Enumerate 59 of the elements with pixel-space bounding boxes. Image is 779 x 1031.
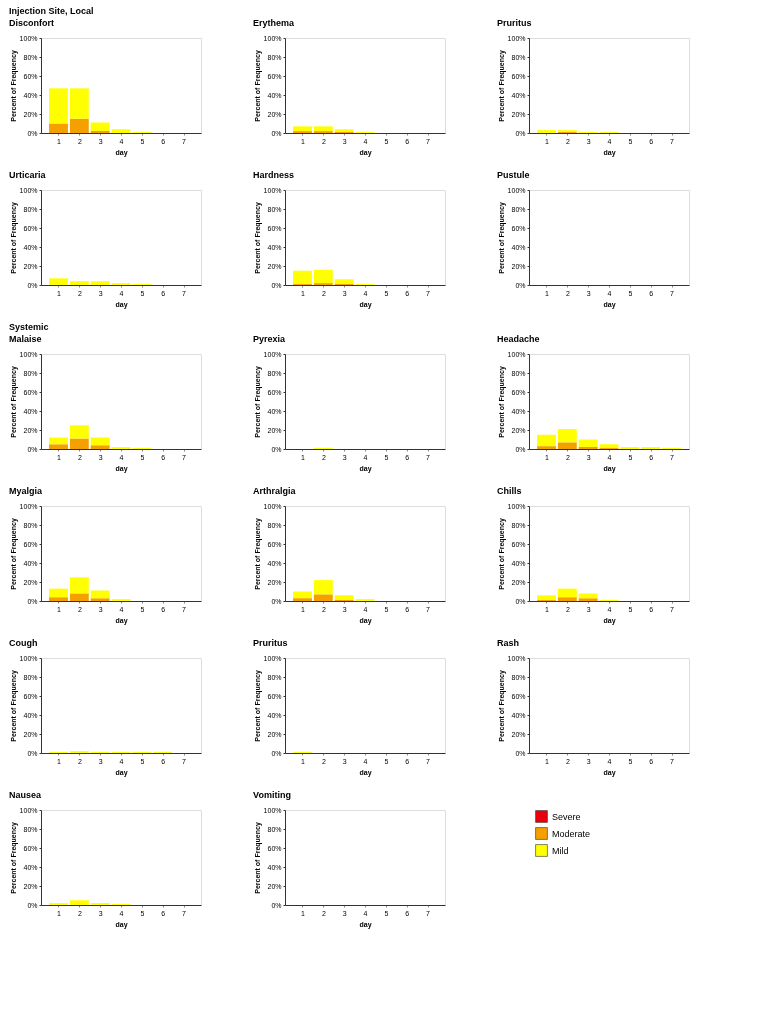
- bar: [313, 594, 333, 601]
- chart-subtitle: Malaise: [9, 334, 42, 344]
- bar: [578, 593, 598, 599]
- bar: [69, 118, 89, 133]
- chart-title: Pyrexia: [253, 334, 287, 344]
- bar: [90, 598, 110, 601]
- bar: [578, 439, 598, 448]
- bar: [557, 429, 577, 443]
- bar: [49, 437, 68, 445]
- chart-title: Pruritus: [497, 18, 532, 28]
- bar: [334, 595, 354, 601]
- chart-title: Systemic: [9, 322, 49, 332]
- legend-label: Mild: [552, 845, 569, 856]
- bar: [313, 580, 333, 595]
- bar: [557, 442, 577, 449]
- chart-title: Chills: [497, 486, 522, 496]
- chart-title: Vomiting: [253, 790, 291, 800]
- bar: [90, 437, 110, 446]
- bar: [69, 593, 89, 601]
- bar: [69, 438, 89, 449]
- bar: [90, 590, 110, 599]
- chart-title: Erythema: [253, 18, 296, 28]
- chart-title: Urticaria: [9, 170, 47, 180]
- legend-label: Moderate: [552, 828, 591, 839]
- bar: [69, 577, 89, 594]
- bar: [90, 445, 110, 449]
- chart-title: Myalgia: [9, 486, 44, 496]
- bar: [293, 591, 312, 599]
- bar: [49, 597, 68, 601]
- bar: [293, 270, 312, 285]
- bar: [69, 425, 89, 439]
- bar: [578, 598, 598, 601]
- bar: [111, 129, 131, 133]
- bar: [90, 122, 110, 132]
- bar: [557, 588, 577, 598]
- chart-subtitle: Disconfort: [9, 18, 55, 28]
- bar: [334, 279, 354, 285]
- bar: [293, 598, 312, 601]
- bar: [537, 446, 556, 449]
- chart-title: Cough: [9, 638, 38, 648]
- chart-title: Hardness: [253, 170, 295, 180]
- chart-title: Pustule: [497, 170, 530, 180]
- bar: [49, 588, 68, 598]
- chart-title: Pruritus: [253, 638, 288, 648]
- chart-title: Injection Site, Local: [9, 6, 94, 16]
- bar: [49, 88, 68, 124]
- bar: [537, 595, 556, 601]
- bar: [49, 123, 68, 133]
- bar: [599, 444, 619, 449]
- bar: [49, 444, 68, 449]
- bar: [557, 597, 577, 601]
- bar: [313, 269, 333, 284]
- bar: [69, 88, 89, 119]
- chart-title: Rash: [497, 638, 520, 648]
- chart-title: Nausea: [9, 790, 43, 800]
- legend-label: Severe: [552, 811, 581, 822]
- chart-title: Arthralgia: [253, 486, 297, 496]
- chart-title: Headache: [497, 334, 540, 344]
- bar: [537, 434, 556, 447]
